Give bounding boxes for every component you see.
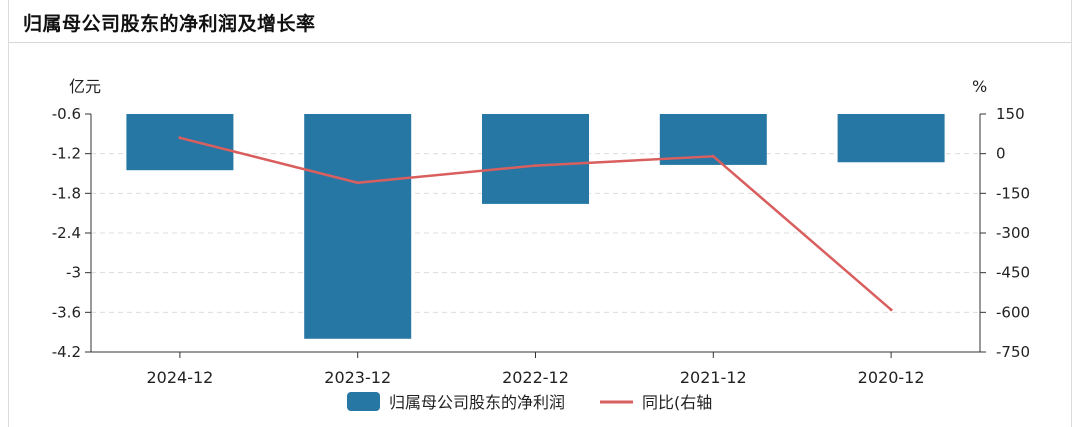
y-right-tick-label: -150 <box>996 184 1030 202</box>
y-left-tick-label: -4.2 <box>52 343 81 361</box>
x-tick-label: 2022-12 <box>502 368 569 387</box>
chart-panel: 归属母公司股东的净利润及增长率 -0.6 -1.2 -1.8 -2.4 -3 -3.6 -4… <box>8 0 1072 427</box>
legend-bar-label: 归属母公司股东的净利润 <box>389 393 565 412</box>
bar <box>126 114 234 171</box>
y-right-tick-label: 0 <box>996 145 1006 163</box>
y-left-tick-label: -1.2 <box>52 145 81 163</box>
y-right-tick-label: -300 <box>996 224 1030 242</box>
x-tick-label: 2023-12 <box>324 368 391 387</box>
panel-header: 归属母公司股东的净利润及增长率 <box>9 0 1071 43</box>
growth-point <box>534 164 537 168</box>
x-tick-label: 2024-12 <box>146 368 213 387</box>
y-right-unit-label: % <box>972 77 987 96</box>
bar <box>837 114 945 163</box>
combo-chart: -0.6 -1.2 -1.8 -2.4 -3 -3.6 -4.2 150 0 -150 -300 -4… <box>52 77 1030 412</box>
growth-point <box>178 136 182 140</box>
page-title: 归属母公司股东的净利润及增长率 <box>23 13 316 35</box>
legend-line-label: 同比(右轴 <box>642 393 712 412</box>
legend-bar-swatch <box>347 392 380 411</box>
y-left-unit-label: 亿元 <box>69 77 101 96</box>
x-tick-label: 2021-12 <box>680 368 747 387</box>
x-tick-label: 2020-12 <box>858 368 925 387</box>
y-left-tick-label: -0.6 <box>52 105 81 123</box>
y-right-tick-label: -450 <box>996 264 1030 282</box>
y-left-tick-label: -3 <box>66 264 81 282</box>
bar <box>482 114 589 204</box>
bar <box>304 114 412 339</box>
growth-point <box>711 154 715 158</box>
growth-point <box>889 308 893 312</box>
y-left-tick-label: -1.8 <box>52 184 81 202</box>
y-right-tick-label: -750 <box>996 343 1030 361</box>
growth-point <box>356 181 360 185</box>
y-right-tick-label: -600 <box>996 303 1030 321</box>
y-left-tick-label: -2.4 <box>52 224 81 242</box>
y-left-tick-label: -3.6 <box>52 303 81 321</box>
y-right-tick-label: 150 <box>996 105 1025 123</box>
